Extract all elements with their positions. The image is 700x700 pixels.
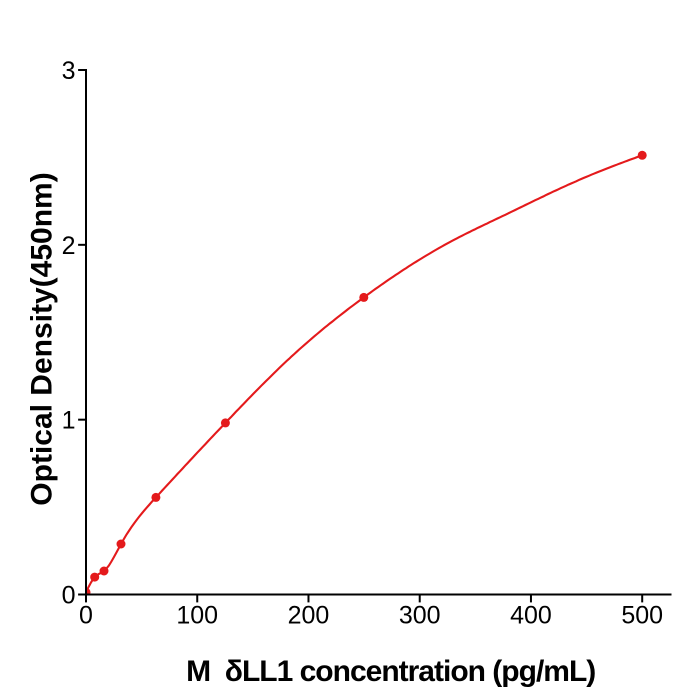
svg-text:100: 100 <box>176 602 218 630</box>
svg-text:200: 200 <box>288 602 330 630</box>
svg-text:0: 0 <box>79 602 93 630</box>
svg-text:0: 0 <box>62 582 76 610</box>
svg-text:300: 300 <box>399 602 441 630</box>
svg-text:2: 2 <box>62 232 76 260</box>
svg-text:3: 3 <box>62 57 76 85</box>
svg-text:M δLL1 concentration (pg/mL): M δLL1 concentration (pg/mL) <box>186 655 595 688</box>
svg-text:Optical Density(450nm): Optical Density(450nm) <box>26 172 59 505</box>
svg-text:500: 500 <box>621 602 663 630</box>
svg-text:1: 1 <box>62 406 76 434</box>
svg-text:400: 400 <box>510 602 552 630</box>
